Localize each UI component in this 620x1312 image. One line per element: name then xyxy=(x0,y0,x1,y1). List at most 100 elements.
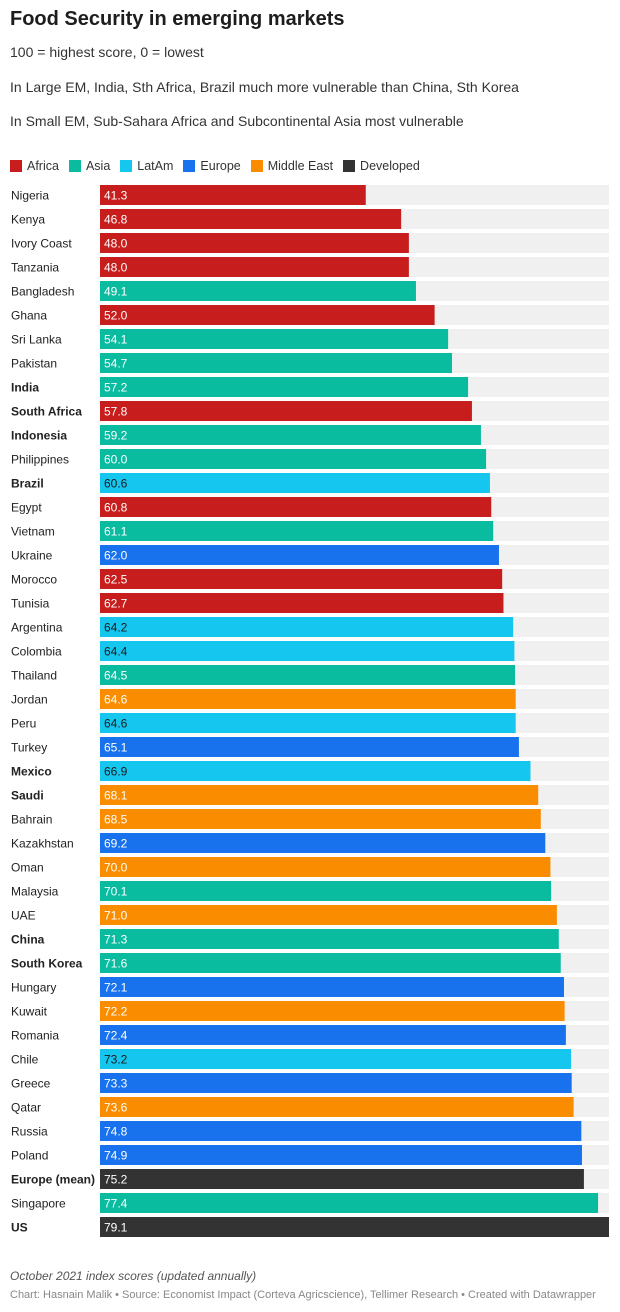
bar-us xyxy=(100,1217,609,1237)
bar-europe-mean- xyxy=(100,1169,584,1189)
category-label: Russia xyxy=(11,1125,48,1139)
category-label: Ukraine xyxy=(11,549,53,563)
value-label: 71.3 xyxy=(104,933,128,947)
value-label: 46.8 xyxy=(104,213,128,227)
bar-row: Argentina 64.2 xyxy=(11,617,609,637)
bar-colombia xyxy=(100,641,515,661)
category-label: Oman xyxy=(11,861,44,875)
value-label: 70.1 xyxy=(104,885,128,899)
value-label: 72.4 xyxy=(104,1029,128,1043)
value-label: 64.4 xyxy=(104,645,128,659)
bar-ghana xyxy=(100,305,435,325)
bar-morocco xyxy=(100,569,503,589)
value-label: 69.2 xyxy=(104,837,128,851)
bar-row: Tunisia 62.7 xyxy=(11,593,609,613)
category-label: Singapore xyxy=(11,1197,66,1211)
bar-row: Morocco 62.5 xyxy=(11,569,609,589)
bar-mexico xyxy=(100,761,531,781)
category-label: Morocco xyxy=(11,573,57,587)
bar-brazil xyxy=(100,473,490,493)
legend-label: Europe xyxy=(200,159,241,173)
category-label: UAE xyxy=(11,909,36,923)
bar-thailand xyxy=(100,665,516,685)
value-label: 74.8 xyxy=(104,1125,128,1139)
bar-row: Jordan 64.6 xyxy=(11,689,609,709)
value-label: 54.1 xyxy=(104,333,128,347)
bar-malaysia xyxy=(100,881,552,901)
bar-row: Romania 72.4 xyxy=(11,1025,609,1045)
bar-row: Brazil 60.6 xyxy=(11,473,609,493)
value-label: 64.6 xyxy=(104,693,128,707)
chart-footnote: October 2021 index scores (updated annua… xyxy=(10,1269,257,1283)
category-label: Bangladesh xyxy=(11,285,74,299)
category-label: Saudi xyxy=(11,789,44,803)
category-label: Argentina xyxy=(11,621,63,635)
category-label: Peru xyxy=(11,717,36,731)
category-label: Ghana xyxy=(11,309,47,323)
bar-row: Europe (mean) 75.2 xyxy=(11,1169,609,1189)
category-label: Egypt xyxy=(11,501,42,515)
legend-label: LatAm xyxy=(137,159,174,173)
category-label: Kuwait xyxy=(11,1005,48,1019)
category-label: Europe (mean) xyxy=(11,1173,95,1187)
legend-swatch xyxy=(68,160,81,172)
category-label: Vietnam xyxy=(11,525,55,539)
bar-jordan xyxy=(100,689,516,709)
value-label: 73.6 xyxy=(104,1101,128,1115)
value-label: 62.7 xyxy=(104,597,128,611)
bar-tunisia xyxy=(100,593,504,613)
category-label: Mexico xyxy=(11,765,52,779)
category-label: Jordan xyxy=(11,693,48,707)
bar-tanzania xyxy=(100,257,409,277)
category-label: South Korea xyxy=(11,957,83,971)
value-label: 71.0 xyxy=(104,909,128,923)
value-label: 73.3 xyxy=(104,1077,128,1091)
bar-kuwait xyxy=(100,1001,565,1021)
value-label: 64.5 xyxy=(104,669,128,683)
category-label: Indonesia xyxy=(11,429,67,443)
bar-nigeria xyxy=(100,185,366,205)
bar-row: Qatar 73.6 xyxy=(11,1097,609,1117)
category-label: India xyxy=(11,381,39,395)
value-label: 49.1 xyxy=(104,285,128,299)
value-label: 64.2 xyxy=(104,621,128,635)
category-label: Ivory Coast xyxy=(11,237,72,251)
bar-row: Saudi 68.1 xyxy=(11,785,609,805)
value-label: 61.1 xyxy=(104,525,128,539)
bar-hungary xyxy=(100,977,564,997)
bar-philippines xyxy=(100,449,487,469)
category-label: Qatar xyxy=(11,1101,41,1115)
legend-label: Asia xyxy=(85,159,111,173)
bar-row: Bangladesh 49.1 xyxy=(11,281,609,301)
value-label: 75.2 xyxy=(104,1173,128,1187)
bar-row: Peru 64.6 xyxy=(11,713,609,733)
category-label: Brazil xyxy=(11,477,44,491)
bar-row: Mexico 66.9 xyxy=(11,761,609,781)
bar-bangladesh xyxy=(100,281,416,301)
category-label: Tanzania xyxy=(11,261,59,275)
bar-argentina xyxy=(100,617,514,637)
value-label: 60.8 xyxy=(104,501,128,515)
bar-row: Thailand 64.5 xyxy=(11,665,609,685)
bar-south-korea xyxy=(100,953,561,973)
bar-chile xyxy=(100,1049,572,1069)
chart-subtitle-large-em: In Large EM, India, Sth Africa, Brazil m… xyxy=(10,79,519,95)
value-label: 62.5 xyxy=(104,573,128,587)
value-label: 74.9 xyxy=(104,1149,128,1163)
chart-title: Food Security in emerging markets xyxy=(10,8,345,30)
value-label: 60.6 xyxy=(104,477,128,491)
bar-turkey xyxy=(100,737,519,757)
category-label: Hungary xyxy=(11,981,56,995)
chart-credit: Chart: Hasnain Malik • Source: Economist… xyxy=(10,1289,596,1301)
chart-subtitle-small-em: In Small EM, Sub-Sahara Africa and Subco… xyxy=(10,113,464,129)
value-label: 52.0 xyxy=(104,309,128,323)
category-label: Romania xyxy=(11,1029,59,1043)
bar-row: Ukraine 62.0 xyxy=(11,545,609,565)
category-label: Kazakhstan xyxy=(11,837,74,851)
value-label: 41.3 xyxy=(104,189,128,203)
bar-row: Chile 73.2 xyxy=(11,1049,609,1069)
bar-row: Russia 74.8 xyxy=(11,1121,609,1141)
bar-row: South Korea 71.6 xyxy=(11,953,609,973)
bar-row: Poland 74.9 xyxy=(11,1145,609,1165)
